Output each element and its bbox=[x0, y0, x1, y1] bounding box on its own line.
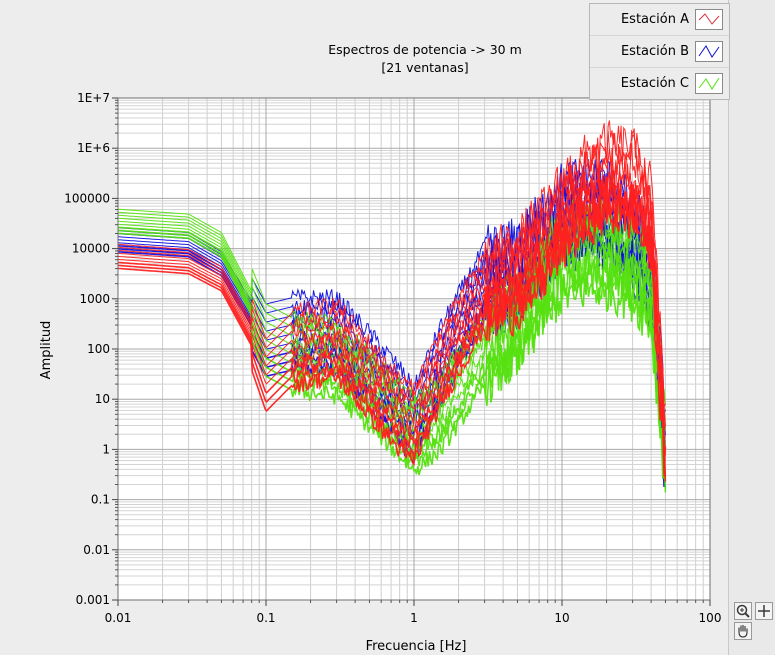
x-tick-label: 0.01 bbox=[105, 611, 132, 625]
series-window-trace bbox=[117, 229, 667, 493]
y-tick-label: 1 bbox=[102, 442, 110, 456]
pan-button[interactable] bbox=[734, 622, 752, 640]
graph-palette bbox=[734, 602, 775, 655]
legend-item-estacion-b[interactable]: Estación B bbox=[590, 36, 729, 68]
series-window-trace bbox=[118, 142, 666, 430]
series-estaci-n-a bbox=[117, 120, 667, 482]
y-tick-label: 1E+7 bbox=[77, 91, 110, 105]
hand-pan-icon bbox=[738, 624, 748, 638]
y-tick-label: 0.1 bbox=[91, 493, 110, 507]
y-tick-label: 10 bbox=[95, 392, 110, 406]
y-tick-label: 100 bbox=[87, 342, 110, 356]
green-line-swatch-icon bbox=[698, 77, 720, 90]
x-tick-label: 10 bbox=[554, 611, 569, 625]
series-window-trace bbox=[117, 163, 666, 462]
y-tick-label: 10000 bbox=[72, 242, 110, 256]
legend-item-estacion-c[interactable]: Estación C bbox=[590, 68, 729, 99]
blue-line-swatch-icon bbox=[698, 45, 720, 58]
series-window-trace bbox=[117, 120, 666, 408]
y-tick-labels: 0.001 0.01 0.1 1 10 100 1000 10000 100000 1E+6 1E+… bbox=[64, 91, 110, 607]
series-window-trace bbox=[117, 176, 667, 468]
x-tick-labels: 0.01 0.1 1 10 100 bbox=[105, 611, 722, 625]
legend-swatch-estacion-a[interactable] bbox=[695, 9, 723, 30]
legend-swatch-estacion-c[interactable] bbox=[695, 73, 723, 94]
chart-subtitle: [21 ventanas] bbox=[381, 60, 468, 75]
y-tick-label: 0.01 bbox=[83, 543, 110, 557]
y-tick-label: 1000 bbox=[79, 292, 110, 306]
cursor-button[interactable] bbox=[755, 602, 773, 620]
crosshair-icon bbox=[758, 605, 770, 617]
x-tick-label: 0.1 bbox=[256, 611, 275, 625]
x-axis-title: Frecuencia [Hz] bbox=[366, 639, 467, 654]
legend-label-estacion-c: Estación C bbox=[620, 76, 689, 91]
legend[interactable]: Estación A Estación B Estación C bbox=[589, 3, 730, 100]
x-tick-label: 100 bbox=[699, 611, 722, 625]
axis-ticks bbox=[112, 97, 711, 606]
series-layer bbox=[117, 120, 667, 493]
y-tick-label: 1E+6 bbox=[77, 141, 110, 155]
x-tick-label: 1 bbox=[410, 611, 418, 625]
zoom-button[interactable] bbox=[734, 602, 752, 620]
y-tick-label: 0.001 bbox=[76, 593, 110, 607]
y-axis-title: Amplitud bbox=[39, 321, 54, 380]
series-window-trace bbox=[117, 217, 667, 488]
y-tick-label: 100000 bbox=[64, 191, 110, 205]
legend-label-estacion-a: Estación A bbox=[620, 12, 689, 27]
zoom-icon bbox=[736, 604, 750, 618]
chart-title: Espectros de potencia -> 30 m bbox=[328, 42, 522, 57]
legend-item-estacion-a[interactable]: Estación A bbox=[590, 4, 729, 36]
red-line-swatch-icon bbox=[698, 13, 720, 25]
legend-swatch-estacion-b[interactable] bbox=[695, 41, 723, 62]
legend-label-estacion-b: Estación B bbox=[620, 44, 689, 59]
